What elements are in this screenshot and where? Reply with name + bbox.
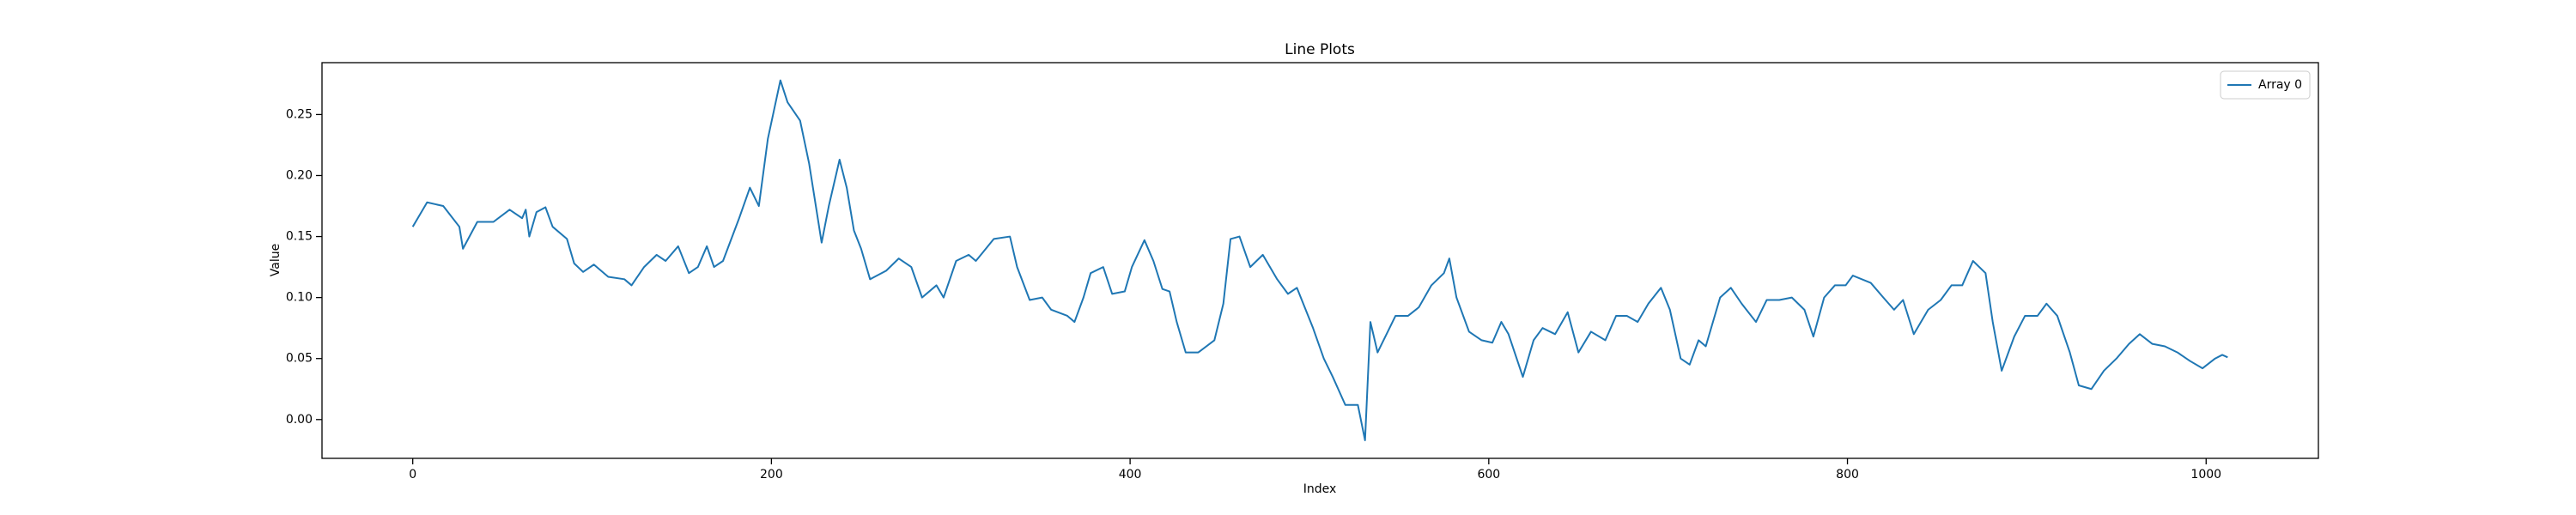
y-tick-label: 0.20 bbox=[286, 168, 313, 182]
x-tick-label: 1000 bbox=[2190, 468, 2221, 482]
x-tick-label: 0 bbox=[409, 468, 416, 482]
chart-title: Line Plots bbox=[1285, 41, 1355, 58]
legend-box bbox=[2220, 70, 2311, 100]
y-tick-label: 0.25 bbox=[286, 107, 313, 121]
legend-label: Array 0 bbox=[2258, 78, 2302, 92]
y-axis-label: Value bbox=[269, 244, 283, 276]
y-tick-label: 0.10 bbox=[286, 291, 313, 305]
y-tick-label: 0.05 bbox=[286, 352, 313, 366]
data-line bbox=[411, 79, 2228, 441]
x-tick-label: 200 bbox=[760, 468, 783, 482]
x-tick-label: 600 bbox=[1477, 468, 1500, 482]
x-tick-label: 800 bbox=[1836, 468, 1859, 482]
y-tick-label: 0.15 bbox=[286, 230, 313, 244]
y-tick-label: 0.00 bbox=[286, 413, 313, 427]
x-axis-label: Index bbox=[1303, 482, 1337, 496]
x-tick-label: 400 bbox=[1119, 468, 1142, 482]
plot-frame bbox=[321, 62, 2319, 459]
